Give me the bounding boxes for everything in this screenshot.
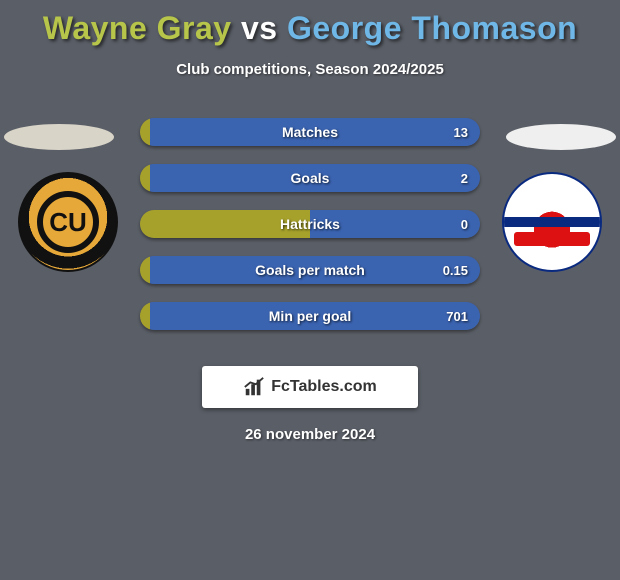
stat-row: Goals2: [140, 164, 480, 192]
comparison-title: Wayne Gray vs George Thomason: [0, 0, 620, 47]
stat-value-left: [140, 118, 164, 146]
stat-row: Hattricks0: [140, 210, 480, 238]
stat-label: Goals: [140, 164, 480, 192]
stat-row: Matches13: [140, 118, 480, 146]
stat-row: Goals per match0.15: [140, 256, 480, 284]
brand-text: FcTables.com: [271, 378, 377, 396]
stat-value-left: [140, 164, 164, 192]
stat-bars: Matches13 Goals2 Hattricks0 Goals per match…: [140, 118, 480, 348]
player1-shadow-ellipse: [4, 124, 114, 150]
stat-value-right: 0.15: [431, 256, 480, 284]
player1-club-abbr: CU: [37, 191, 99, 253]
badge-ribbon: [514, 232, 591, 246]
comparison-arena: CU Matches13 Goals2 Hattricks0 Goals per ma…: [0, 118, 620, 348]
stat-value-left: [140, 302, 164, 330]
player2-club-badge: [502, 172, 602, 272]
player2-name: George Thomason: [287, 10, 577, 46]
subtitle: Club competitions, Season 2024/2025: [0, 61, 620, 78]
stat-value-left: [140, 256, 164, 284]
snapshot-date: 26 november 2024: [0, 426, 620, 443]
badge-stripe: [504, 174, 600, 270]
chart-icon: [243, 376, 265, 398]
player1-club-badge: CU: [18, 172, 118, 272]
stat-label: Min per goal: [140, 302, 480, 330]
stat-value-left: [140, 210, 164, 238]
player2-shadow-ellipse: [506, 124, 616, 150]
brand-logo[interactable]: FcTables.com: [202, 366, 418, 408]
stat-label: Hattricks: [140, 210, 480, 238]
stat-label: Goals per match: [140, 256, 480, 284]
player1-name: Wayne Gray: [43, 10, 232, 46]
stat-value-right: 2: [449, 164, 480, 192]
stat-row: Min per goal701: [140, 302, 480, 330]
vs-text: vs: [241, 10, 287, 46]
stat-value-right: 0: [449, 210, 480, 238]
stat-value-right: 701: [434, 302, 480, 330]
stat-value-right: 13: [442, 118, 480, 146]
stat-label: Matches: [140, 118, 480, 146]
